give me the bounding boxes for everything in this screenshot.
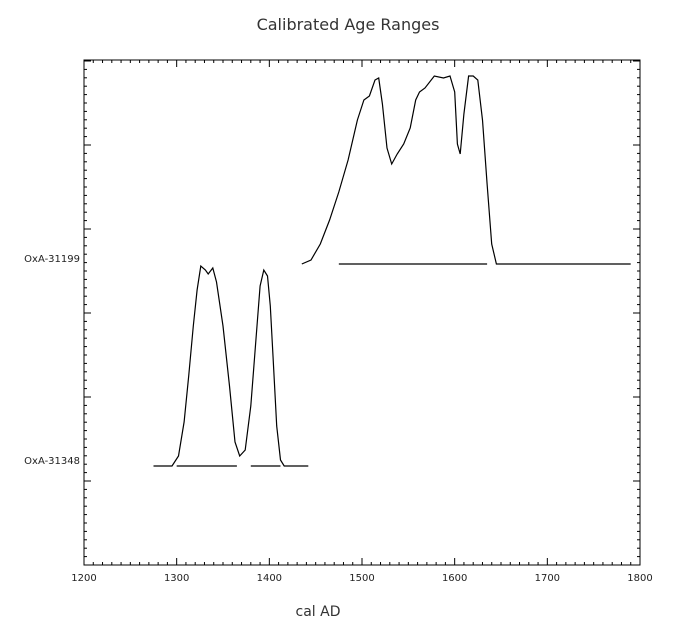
x-tick-label: 1700 xyxy=(535,573,560,584)
x-tick-label: 1600 xyxy=(442,573,467,584)
probability-curve xyxy=(301,75,631,265)
range-bars xyxy=(176,263,488,467)
x-tick-label: 1200 xyxy=(71,573,96,584)
x-axis-label: cal AD xyxy=(296,604,341,620)
plot-frame xyxy=(83,59,641,566)
sample-label: OxA-31348 xyxy=(24,456,80,467)
x-tick-label: 1300 xyxy=(164,573,189,584)
axis-ticks xyxy=(83,60,641,566)
x-tick-labels: 1200 1300 1400 1500 1600 1700 1800 xyxy=(71,573,652,584)
x-tick-label: 1800 xyxy=(627,573,652,584)
x-tick-label: 1500 xyxy=(349,573,374,584)
sample-labels: OxA-31199 OxA-31348 xyxy=(24,254,80,467)
probability-curve xyxy=(153,264,309,467)
sample-label: OxA-31199 xyxy=(24,254,80,265)
probability-curves xyxy=(153,75,631,467)
chart-title: Calibrated Age Ranges xyxy=(257,15,440,34)
x-tick-label: 1400 xyxy=(257,573,282,584)
